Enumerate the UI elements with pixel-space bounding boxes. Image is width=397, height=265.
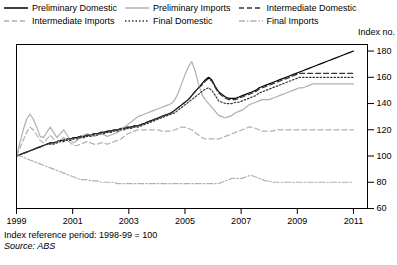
svg-text:140: 140: [377, 98, 392, 108]
svg-text:2007: 2007: [231, 216, 251, 226]
html-text:Final Imports: Final Imports: [266, 16, 319, 26]
html-text:Preliminary Domestic: Preliminary Domestic: [32, 3, 117, 13]
svg-text:2009: 2009: [287, 216, 307, 226]
svg-text:160: 160: [377, 72, 392, 82]
html-text:Index no.: Index no.: [358, 27, 395, 37]
svg-text:100: 100: [377, 151, 392, 161]
html-text:Index reference period: 1998-9: Index reference period: 1998-99 = 100: [4, 230, 158, 240]
html-text:Intermediate Domestic: Intermediate Domestic: [266, 3, 357, 13]
svg-text:2011: 2011: [344, 216, 363, 226]
svg-text:180: 180: [377, 46, 392, 56]
html-text:Intermediate Imports: Intermediate Imports: [32, 16, 115, 26]
svg-text:2001: 2001: [63, 216, 83, 226]
html-text:Preliminary Imports: Preliminary Imports: [153, 3, 231, 13]
svg-text:120: 120: [377, 125, 392, 135]
html-text:Source: ABS: Source: ABS: [4, 241, 56, 251]
svg-text:80: 80: [377, 177, 387, 187]
svg-text:2005: 2005: [175, 216, 195, 226]
svg-text:2003: 2003: [119, 216, 139, 226]
svg-text:1999: 1999: [6, 216, 26, 226]
svg-text:60: 60: [377, 203, 387, 213]
html-text:Final Domestic: Final Domestic: [153, 16, 213, 26]
